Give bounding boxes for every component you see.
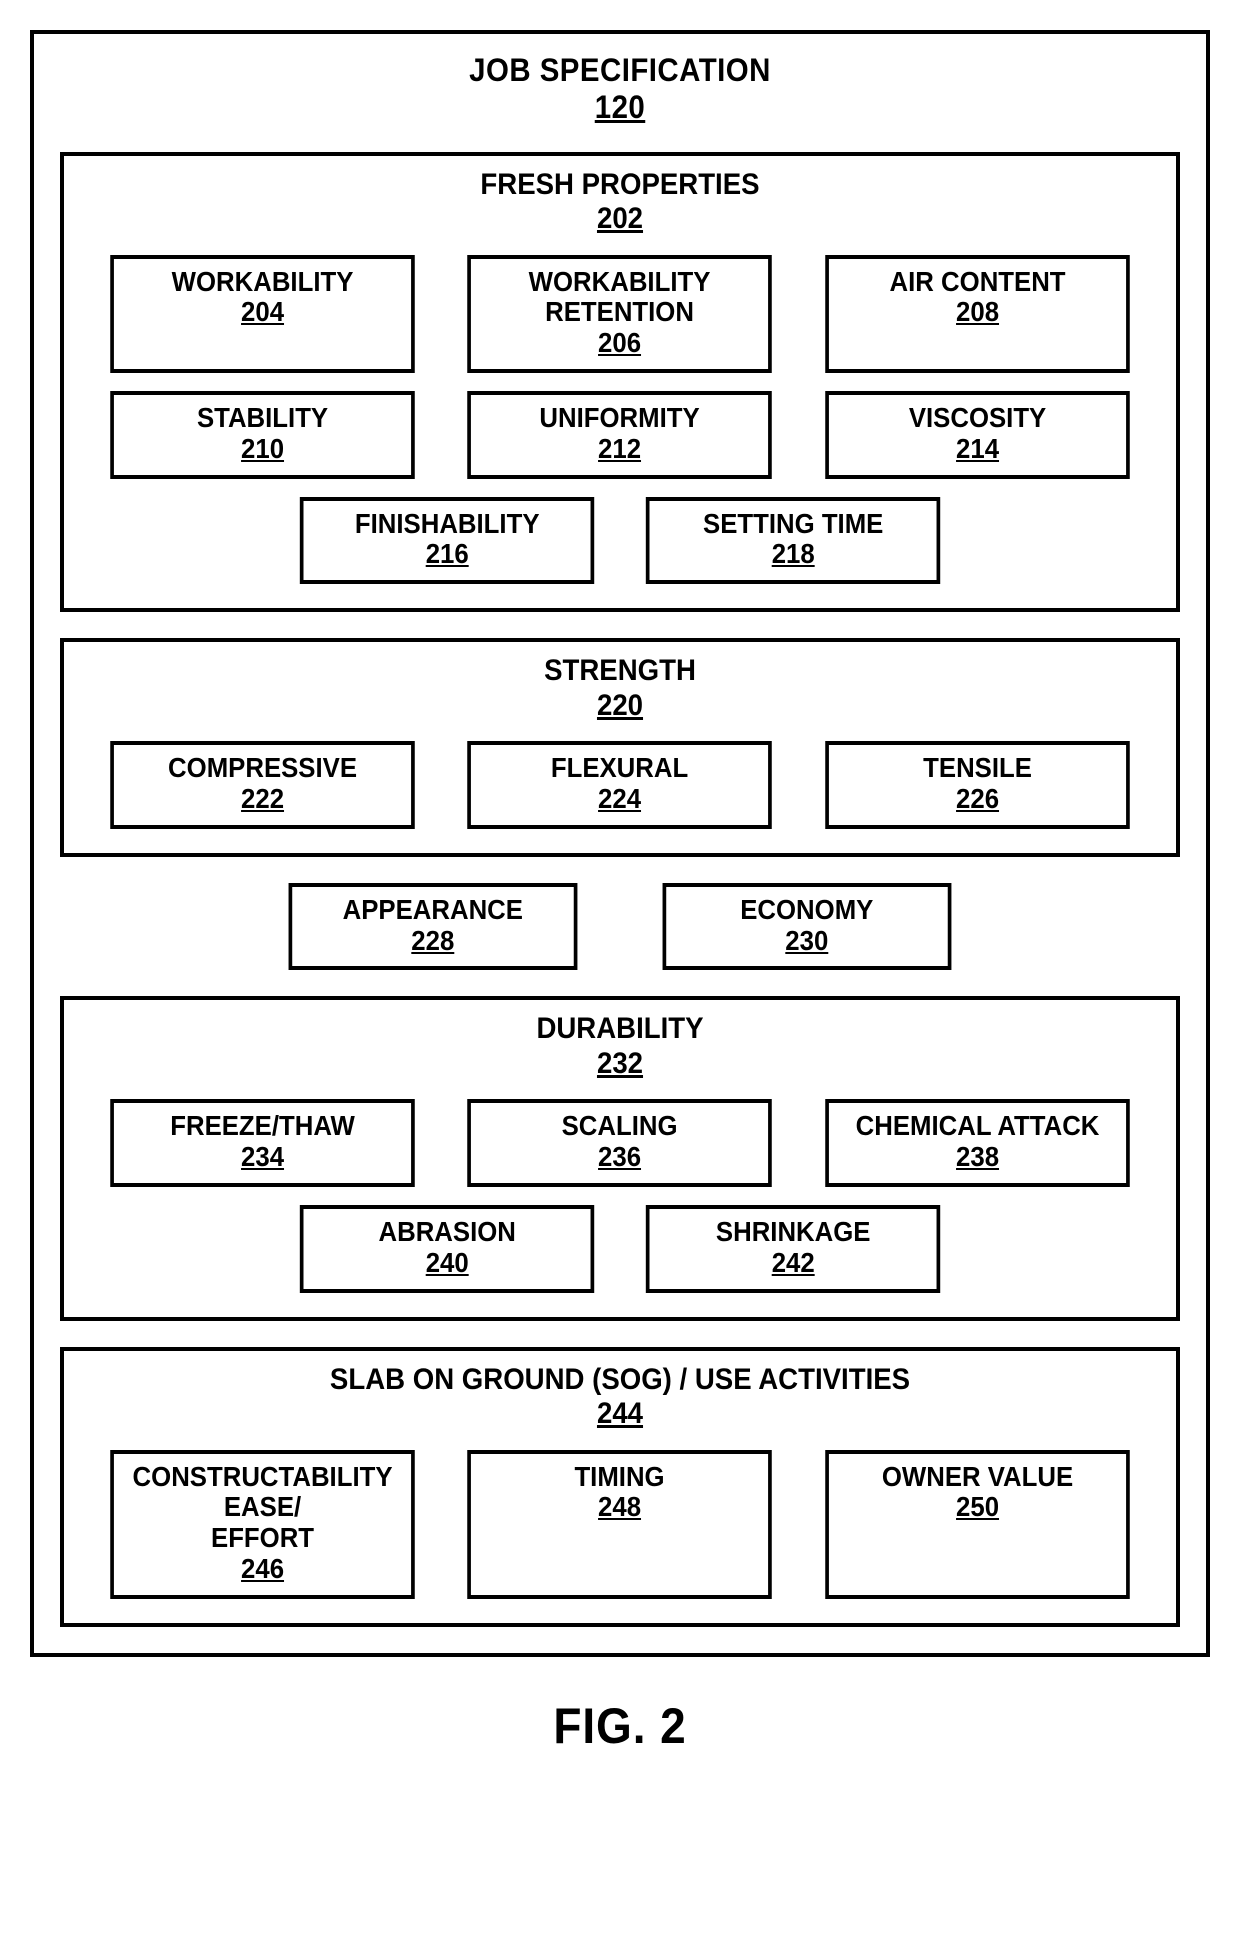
box-setting-time: SETTING TIME 218 (646, 497, 941, 585)
label: ECONOMY (740, 894, 873, 925)
box-tensile: TENSILE 226 (825, 741, 1130, 829)
label: OWNER VALUE (881, 1461, 1072, 1492)
ref: 204 (241, 297, 284, 328)
box-timing: TIMING 248 (468, 1450, 773, 1599)
section-title-sog: SLAB ON GROUND (SOG) / USE ACTIVITIES 24… (129, 1363, 1112, 1432)
ref: 216 (425, 539, 468, 570)
ref: 244 (597, 1397, 643, 1432)
label: CHEMICAL ATTACK (855, 1110, 1099, 1141)
ref: 210 (241, 434, 284, 465)
ref: 224 (598, 784, 641, 815)
label: TENSILE (923, 752, 1032, 783)
ref: 208 (956, 297, 999, 328)
label: WORKABILITY RETENTION (529, 266, 711, 328)
box-scaling: SCALING 236 (468, 1099, 773, 1187)
box-appearance: APPEARANCE 228 (289, 883, 578, 971)
outer-title: JOB SPECIFICATION 120 (105, 52, 1135, 126)
label: APPEARANCE (343, 894, 523, 925)
ref: 220 (597, 689, 643, 724)
label: FREEZE/THAW (171, 1110, 356, 1141)
ref: 246 (241, 1554, 284, 1585)
section-title-fresh: FRESH PROPERTIES 202 (129, 168, 1112, 237)
box-workability-retention: WORKABILITY RETENTION 206 (468, 255, 773, 373)
ref: 206 (598, 328, 641, 359)
ref: 236 (598, 1142, 641, 1173)
ref: 250 (956, 1492, 999, 1523)
box-owner-value: OWNER VALUE 250 (825, 1450, 1130, 1599)
label: STRENGTH (544, 654, 696, 687)
section-title-strength: STRENGTH 220 (129, 654, 1112, 723)
durability-row-2: ABRASION 240 SHRINKAGE 242 (86, 1205, 1154, 1293)
label: WORKABILITY (172, 266, 354, 297)
label: SLAB ON GROUND (SOG) / USE ACTIVITIES (330, 1363, 910, 1396)
ref: 212 (598, 434, 641, 465)
box-shrinkage: SHRINKAGE 242 (646, 1205, 941, 1293)
box-economy: ECONOMY 230 (663, 883, 952, 971)
ref: 240 (425, 1248, 468, 1279)
ref: 230 (785, 926, 828, 957)
label: FLEXURAL (551, 752, 688, 783)
section-fresh-properties: FRESH PROPERTIES 202 WORKABILITY 204 WOR… (60, 152, 1180, 613)
standalone-row: APPEARANCE 228 ECONOMY 230 (60, 883, 1180, 971)
fresh-label: FRESH PROPERTIES (480, 168, 759, 201)
label: CONSTRUCTABILITY EASE/ EFFORT (133, 1461, 393, 1554)
ref: 248 (598, 1492, 641, 1523)
fresh-row-3: FINISHABILITY 216 SETTING TIME 218 (86, 497, 1154, 585)
strength-row-1: COMPRESSIVE 222 FLEXURAL 224 TENSILE 226 (86, 741, 1154, 829)
ref: 222 (241, 784, 284, 815)
label: SETTING TIME (703, 508, 883, 539)
box-uniformity: UNIFORMITY 212 (468, 391, 773, 479)
outer-ref: 120 (595, 89, 645, 126)
label: STABILITY (197, 402, 328, 433)
ref: 232 (597, 1047, 643, 1082)
label: AIR CONTENT (889, 266, 1065, 297)
ref: 214 (956, 434, 999, 465)
label: DURABILITY (536, 1012, 703, 1045)
box-flexural: FLEXURAL 224 (468, 741, 773, 829)
label: UNIFORMITY (540, 402, 700, 433)
ref: 234 (241, 1142, 284, 1173)
ref: 242 (772, 1248, 815, 1279)
ref: 228 (412, 926, 455, 957)
label: ABRASION (378, 1216, 515, 1247)
label: FINISHABILITY (354, 508, 539, 539)
fresh-row-1: WORKABILITY 204 WORKABILITY RETENTION 20… (86, 255, 1154, 373)
section-title-durability: DURABILITY 232 (129, 1012, 1112, 1081)
ref: 226 (956, 784, 999, 815)
box-viscosity: VISCOSITY 214 (825, 391, 1130, 479)
box-constructability: CONSTRUCTABILITY EASE/ EFFORT 246 (111, 1450, 416, 1599)
box-chemical-attack: CHEMICAL ATTACK 238 (825, 1099, 1130, 1187)
label: SCALING (562, 1110, 678, 1141)
label: TIMING (575, 1461, 665, 1492)
box-freeze-thaw: FREEZE/THAW 234 (111, 1099, 416, 1187)
figure-label: FIG. 2 (77, 1697, 1163, 1755)
sog-row-1: CONSTRUCTABILITY EASE/ EFFORT 246 TIMING… (86, 1450, 1154, 1599)
box-compressive: COMPRESSIVE 222 (111, 741, 416, 829)
fresh-row-2: STABILITY 210 UNIFORMITY 212 VISCOSITY 2… (86, 391, 1154, 479)
durability-row-1: FREEZE/THAW 234 SCALING 236 CHEMICAL ATT… (86, 1099, 1154, 1187)
label: COMPRESSIVE (168, 752, 357, 783)
section-sog: SLAB ON GROUND (SOG) / USE ACTIVITIES 24… (60, 1347, 1180, 1627)
outer-label: JOB SPECIFICATION (469, 52, 771, 88)
ref: 238 (956, 1142, 999, 1173)
label: VISCOSITY (908, 402, 1045, 433)
box-workability: WORKABILITY 204 (111, 255, 416, 373)
box-abrasion: ABRASION 240 (299, 1205, 594, 1293)
box-stability: STABILITY 210 (111, 391, 416, 479)
ref: 218 (772, 539, 815, 570)
fresh-ref: 202 (597, 202, 643, 237)
box-air-content: AIR CONTENT 208 (825, 255, 1130, 373)
label: SHRINKAGE (716, 1216, 871, 1247)
job-specification-container: JOB SPECIFICATION 120 FRESH PROPERTIES 2… (30, 30, 1210, 1657)
section-strength: STRENGTH 220 COMPRESSIVE 222 FLEXURAL 22… (60, 638, 1180, 857)
box-finishability: FINISHABILITY 216 (299, 497, 594, 585)
section-durability: DURABILITY 232 FREEZE/THAW 234 SCALING 2… (60, 996, 1180, 1320)
